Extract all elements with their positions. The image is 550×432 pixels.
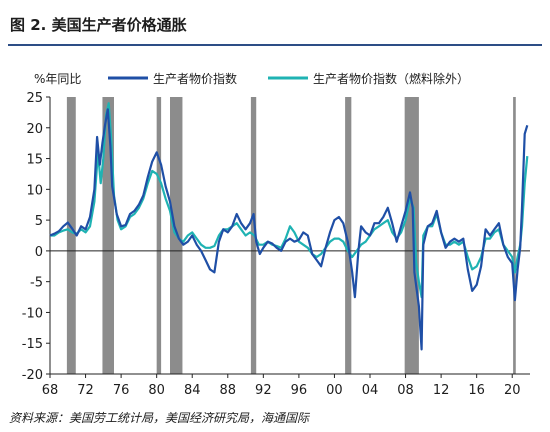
x-tick-label: 20 bbox=[504, 383, 521, 398]
y-ticks: 25 20 15 10 5 0 -5 -10 -15 -20 bbox=[22, 91, 50, 383]
legend-label-ppi-ex-fuel: 生产者物价指数（燃料除外） bbox=[313, 71, 469, 86]
series-line-ppi bbox=[49, 108, 529, 351]
source-note: 资料来源：美国劳工统计局，美国经济研究局，海通国际 bbox=[9, 411, 310, 425]
y-tick-label: 5 bbox=[35, 214, 43, 229]
y-tick-label: -20 bbox=[22, 368, 43, 383]
x-tick-label: 96 bbox=[291, 383, 308, 398]
y-tick-label: 10 bbox=[26, 183, 43, 198]
x-tick-label: 84 bbox=[184, 383, 201, 398]
x-tick-label: 72 bbox=[77, 383, 94, 398]
y-tick-label: -10 bbox=[22, 306, 43, 321]
x-tick-label: 80 bbox=[148, 383, 165, 398]
y-axis-label: %年同比 bbox=[34, 72, 81, 86]
legend-label-ppi: 生产者物价指数 bbox=[153, 71, 237, 86]
figure-title: 图 2. 美国生产者价格通胀 bbox=[10, 16, 187, 34]
y-tick-label: 0 bbox=[35, 245, 43, 260]
axes bbox=[49, 97, 530, 375]
series-line-ppi-ex-fuel bbox=[50, 102, 529, 299]
x-tick-label: 88 bbox=[220, 383, 237, 398]
x-tick-label: 16 bbox=[468, 383, 485, 398]
series-lines bbox=[49, 102, 529, 351]
recession-band bbox=[513, 97, 516, 374]
recession-band bbox=[66, 97, 76, 374]
y-tick-label: -15 bbox=[22, 337, 43, 352]
x-tick-label: 00 bbox=[326, 383, 343, 398]
x-tick-label: 08 bbox=[397, 383, 414, 398]
y-tick-label: -5 bbox=[30, 276, 43, 291]
figure-header: 图 2. 美国生产者价格通胀 bbox=[8, 8, 542, 46]
legend: 生产者物价指数 生产者物价指数（燃料除外） bbox=[108, 71, 469, 86]
recession-bands bbox=[66, 97, 516, 374]
x-tick-label: 12 bbox=[433, 383, 450, 398]
x-ticks: 68 72 76 80 84 88 92 96 00 04 08 12 16 20 bbox=[42, 374, 521, 398]
recession-band bbox=[156, 97, 162, 374]
recession-band bbox=[404, 97, 419, 374]
recession-band bbox=[102, 97, 114, 374]
y-tick-label: 20 bbox=[26, 122, 43, 137]
x-tick-label: 04 bbox=[362, 383, 379, 398]
y-tick-label: 25 bbox=[26, 91, 43, 106]
x-tick-label: 68 bbox=[42, 383, 59, 398]
recession-band bbox=[345, 97, 352, 374]
x-tick-label: 76 bbox=[113, 383, 130, 398]
x-tick-label: 92 bbox=[255, 383, 272, 398]
y-tick-label: 15 bbox=[26, 153, 43, 168]
